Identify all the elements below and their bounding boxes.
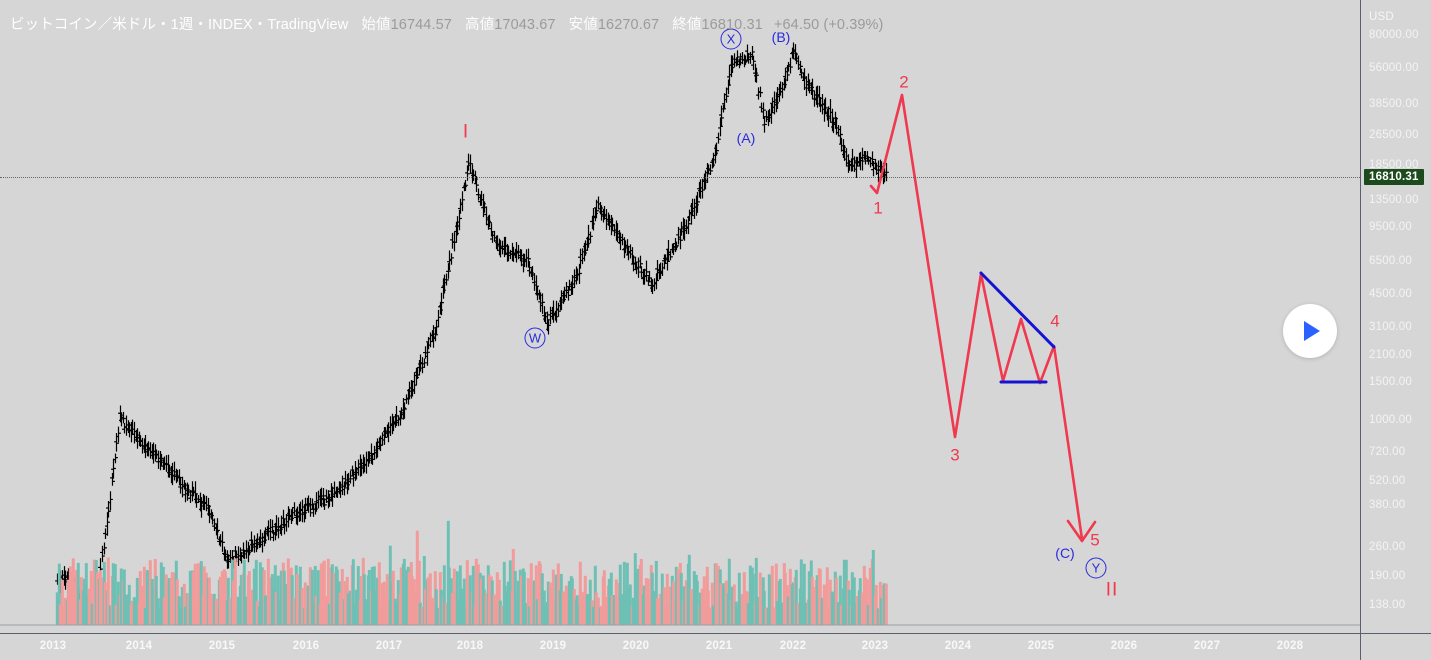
wave-label-2: 2 [899, 72, 909, 92]
time-tick: 2014 [125, 640, 153, 652]
high-label: 高値 [465, 17, 495, 33]
time-tick: 2016 [292, 640, 320, 652]
wave-label-I: I [462, 121, 470, 143]
wave-label-W: W [524, 327, 546, 349]
wave-label-A: (A) [736, 130, 756, 146]
chart-legend-header: ビットコイン／米ドル・1週・INDEX・TradingView 始値16744.… [10, 13, 883, 34]
price-tick: 18500.00 [1369, 159, 1419, 171]
price-tick: 138.00 [1369, 599, 1406, 611]
time-tick: 2013 [39, 640, 67, 652]
current-price-line [0, 177, 1360, 178]
time-tick: 2024 [944, 640, 972, 652]
price-tick: 190.00 [1369, 570, 1406, 582]
wave-label-Y: Y [1085, 557, 1107, 579]
price-tick: 56000.00 [1369, 62, 1419, 74]
wave-label-II: II [1105, 579, 1119, 601]
price-bars [55, 42, 889, 623]
current-price-badge: 16810.31 [1364, 169, 1424, 185]
price-tick: 3100.00 [1369, 321, 1412, 333]
wave-label-B: (B) [771, 29, 791, 45]
price-tick: 80000.00 [1369, 29, 1419, 41]
wave-label-X: X [720, 28, 742, 50]
price-tick: 13500.00 [1369, 194, 1419, 206]
series-layer [0, 42, 1360, 626]
price-tick: 520.00 [1369, 475, 1406, 487]
wave-label-3: 3 [950, 445, 960, 465]
price-tick: 4500.00 [1369, 288, 1412, 300]
time-tick: 2017 [375, 640, 403, 652]
low-value: 16270.67 [597, 17, 660, 33]
price-axis[interactable]: USD 80000.00 56000.00 38500.00 26500.00 1850… [1360, 0, 1431, 633]
wave-label-4: 4 [1050, 311, 1060, 331]
time-tick: 2018 [456, 640, 484, 652]
time-tick: 2021 [705, 640, 733, 652]
symbol-title[interactable]: ビットコイン／米ドル・1週・INDEX・TradingView [10, 17, 349, 33]
time-tick: 2025 [1027, 640, 1055, 652]
price-tick: 2100.00 [1369, 349, 1412, 361]
time-tick: 2028 [1276, 640, 1304, 652]
price-tick: 260.00 [1369, 541, 1406, 553]
price-tick: 26500.00 [1369, 129, 1419, 141]
wave-label-5: 5 [1090, 530, 1100, 550]
time-tick: 2027 [1193, 640, 1221, 652]
price-tick: 9500.00 [1369, 221, 1412, 233]
volume-bars [55, 520, 888, 625]
change-value: +64.50 (+0.39%) [773, 17, 884, 33]
close-label: 終値 [672, 17, 702, 33]
time-tick: 2022 [779, 640, 807, 652]
open-value: 16744.57 [390, 17, 452, 33]
price-tick: 380.00 [1369, 499, 1406, 511]
price-tick: 6500.00 [1369, 255, 1412, 267]
open-label: 始値 [361, 17, 391, 33]
price-tick: 38500.00 [1369, 98, 1419, 110]
wave-label-C: (C) [1055, 545, 1075, 561]
chart-pane[interactable]: I W X (A) (B) 1 2 3 4 5 (C) Y II [0, 0, 1360, 633]
price-tick: 1000.00 [1369, 414, 1412, 426]
axis-corner-separator [1360, 634, 1361, 660]
play-button[interactable] [1283, 304, 1337, 358]
time-axis[interactable]: 2013 2014 2015 2016 2017 2018 2019 2020 2021 2022… [0, 633, 1431, 660]
price-axis-currency: USD [1369, 11, 1394, 23]
time-tick: 2026 [1110, 640, 1138, 652]
price-tick: 720.00 [1369, 446, 1406, 458]
time-tick: 2015 [208, 640, 236, 652]
time-tick: 2023 [861, 640, 889, 652]
wave-label-1: 1 [873, 198, 883, 218]
price-tick: 1500.00 [1369, 376, 1412, 388]
time-tick: 2020 [622, 640, 650, 652]
close-value: 16810.31 [701, 17, 763, 33]
low-label: 安値 [568, 17, 598, 33]
play-icon [1304, 321, 1320, 341]
high-value: 17043.67 [494, 17, 556, 33]
time-tick: 2019 [539, 640, 567, 652]
projection-arrowhead [1066, 519, 1097, 543]
projection-path [869, 93, 1097, 543]
triangle-trendlines [979, 271, 1056, 384]
